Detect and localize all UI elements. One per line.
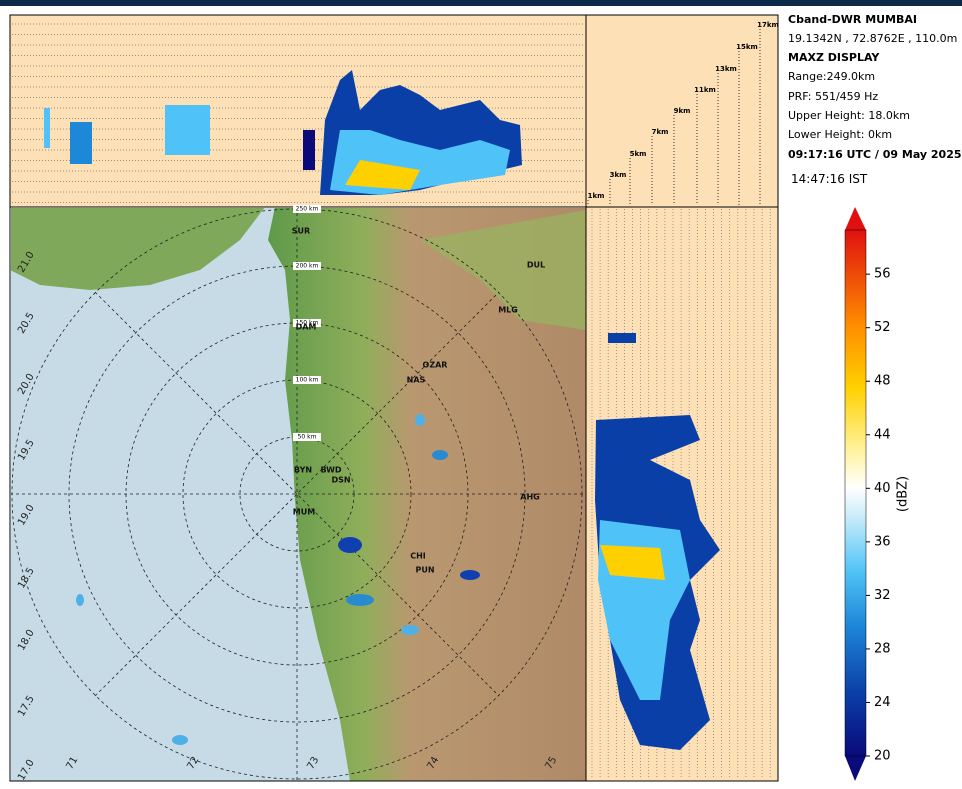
city-label: AHG [520,493,539,502]
lower-height: Lower Height: 0km [788,128,893,141]
height-label: 17km [757,21,779,29]
colorbar-tick-label: 44 [874,427,891,442]
height-label: 3km [610,171,627,179]
ring-label-bg [293,262,321,270]
colorbar-tick-label: 40 [874,481,891,496]
colorbar-tick-label: 28 [874,641,891,656]
cross-section-top [9,14,587,208]
colorbar-tick-label: 20 [874,749,891,764]
upper-height: Upper Height: 18.0km [788,109,910,122]
height-label: 9km [674,107,691,115]
city-label: SUR [292,227,310,236]
height-scale [585,14,779,208]
city-label: PUN [415,566,434,575]
prf: PRF: 551/459 Hz [788,90,879,103]
colorbar [844,229,867,757]
top-bar [0,0,962,6]
land-north [11,208,265,290]
ring-label: 250 km [296,206,319,213]
ring-label-bg [293,205,321,213]
ring-label: 200 km [296,263,319,270]
city-label: MLG [498,306,518,315]
city-label: BYN [294,466,312,475]
map [11,208,586,781]
city-label: NAS [407,376,426,385]
range: Range:249.0km [788,70,876,83]
city-label: DUL [527,261,545,270]
height-label: 15km [736,43,758,51]
city-label: BWD [320,466,341,475]
height-label: 5km [630,150,647,158]
colorbar-tick-label: 48 [874,374,891,389]
ring-label-bg [293,376,321,384]
colorbar-tick-label: 32 [874,588,891,603]
location: 19.1342N , 72.8762E , 110.0m [788,32,958,45]
ist-time: 14:47:16 IST [791,172,868,186]
top-echoes [44,70,522,195]
city-label: MUM [293,508,315,517]
colorbar-tick-label: 24 [874,695,891,710]
height-label: 13km [715,65,737,73]
ring-label: 150 km [296,320,319,327]
city-label: DAM [296,323,317,332]
ring-label-bg [293,433,321,441]
utc-time: 09:17:16 UTC / 09 May 2025 [788,148,962,161]
ring-label: 50 km [298,434,317,441]
city-label: DSN [331,476,350,485]
ring-label: 100 km [296,377,319,384]
height-label: 11km [694,86,716,94]
city-label: OZAR [423,361,448,370]
colorbar-min-arrow [845,756,866,781]
right-echoes [595,333,720,750]
colorbar-max-arrow [845,207,866,230]
station: Cband-DWR MUMBAI [788,13,918,26]
land-green [420,210,586,330]
height-label: 7km [652,128,669,136]
product: MAXZ DISPLAY [788,51,880,64]
colorbar-label: (dBZ) [896,476,911,512]
ring-label-bg [293,319,321,327]
height-label: 1km [588,192,605,200]
colorbar-tick-label: 52 [874,320,891,335]
land [268,208,586,781]
city-label: CHI [410,552,426,561]
colorbar-tick-label: 56 [874,267,891,282]
colorbar-tick-label: 36 [874,534,891,549]
echoes [76,414,480,745]
